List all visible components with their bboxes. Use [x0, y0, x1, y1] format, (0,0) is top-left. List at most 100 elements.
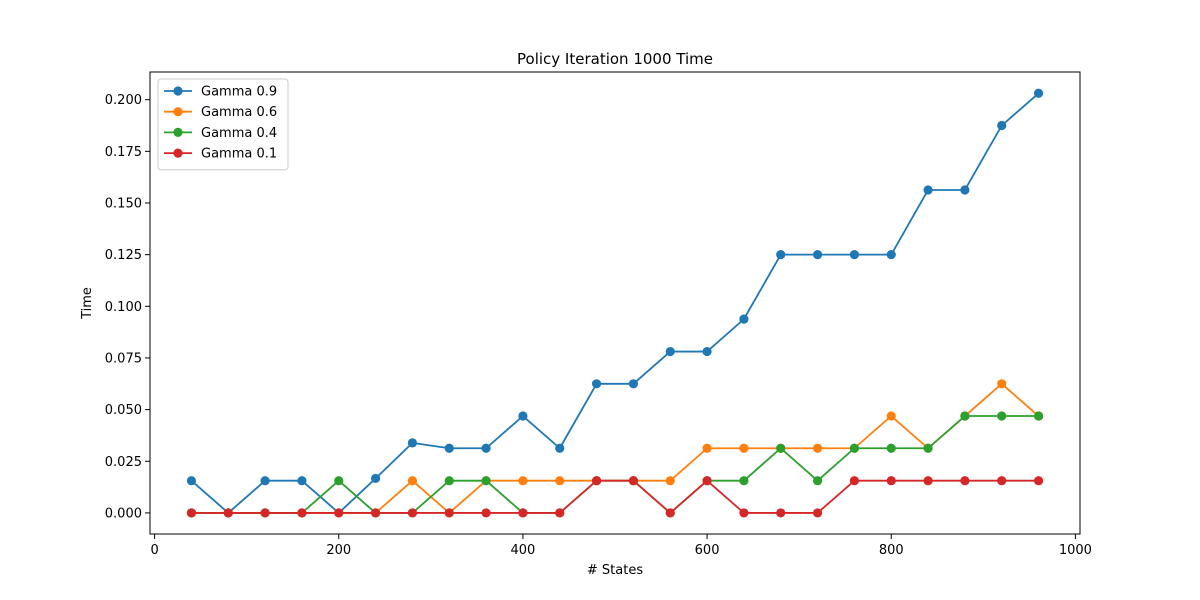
data-point — [849, 250, 860, 260]
data-point — [1033, 411, 1044, 421]
data-point — [849, 443, 860, 453]
data-point — [186, 508, 197, 518]
data-point — [591, 379, 602, 389]
data-point — [481, 443, 491, 453]
data-point — [886, 250, 896, 260]
data-point — [849, 476, 860, 486]
data-point — [776, 508, 786, 518]
data-point — [886, 411, 896, 421]
data-point — [334, 476, 344, 486]
data-point — [260, 508, 270, 518]
legend-item-gamma-0-4: Gamma 0.4 — [164, 126, 277, 141]
data-point — [665, 508, 675, 518]
data-point — [886, 476, 896, 486]
data-point — [518, 411, 528, 421]
series-line-gamma-0-4 — [191, 415, 1039, 514]
y-tick-label: 0.000 — [105, 506, 142, 521]
data-point — [481, 508, 491, 518]
data-point — [444, 443, 454, 453]
series-line-gamma-0-1 — [191, 479, 1039, 514]
data-point — [886, 443, 896, 453]
data-point — [739, 314, 749, 324]
series-gamma-0-4 — [186, 411, 1044, 518]
data-point — [812, 508, 823, 518]
legend: Gamma 0.9 Gamma 0.6 Gamma 0.4 Gamma 0.1 — [157, 78, 289, 171]
data-point — [518, 508, 528, 518]
y-axis-title: Time — [80, 287, 95, 320]
data-point — [997, 379, 1007, 389]
data-point — [297, 476, 307, 486]
data-point — [555, 508, 565, 518]
data-point — [628, 476, 639, 486]
data-point — [702, 443, 712, 453]
legend-label: Gamma 0.1 — [201, 147, 277, 162]
data-point — [923, 443, 933, 453]
data-point — [812, 443, 823, 453]
series-line-gamma-0-9 — [190, 92, 1040, 514]
y-tick-label: 0.050 — [105, 403, 142, 418]
data-point — [960, 411, 970, 421]
plot-frame — [149, 71, 1081, 535]
x-tick-label: 1000 — [1059, 543, 1092, 558]
data-point — [407, 508, 418, 518]
legend-label: Gamma 0.6 — [201, 105, 277, 120]
series-gamma-0-9 — [186, 88, 1044, 518]
data-point — [370, 473, 381, 484]
legend-swatch-marker — [173, 148, 183, 158]
x-tick-label: 600 — [695, 543, 720, 558]
data-point — [334, 508, 344, 518]
legend-label: Gamma 0.4 — [201, 126, 277, 141]
x-tick-label: 400 — [511, 543, 536, 558]
data-point — [960, 185, 970, 195]
data-point — [481, 476, 491, 486]
x-axis: 0 200 400 600 800 1000 — [150, 534, 1092, 558]
data-point — [370, 508, 381, 518]
data-point — [591, 476, 602, 486]
y-tick-label: 0.100 — [105, 300, 142, 315]
data-point — [555, 476, 565, 486]
chart-title: Policy Iteration 1000 Time — [517, 50, 713, 68]
data-point — [186, 476, 197, 486]
data-point — [960, 476, 970, 486]
data-point — [812, 476, 823, 486]
data-point — [702, 476, 712, 486]
legend-swatch-marker — [173, 127, 183, 137]
legend-item-gamma-0-9: Gamma 0.9 — [164, 85, 277, 100]
data-point — [702, 346, 712, 357]
plot-area — [186, 88, 1044, 518]
x-tick-label: 200 — [326, 543, 351, 558]
data-point — [297, 508, 307, 518]
y-tick-label: 0.125 — [105, 248, 142, 263]
data-point — [665, 476, 675, 486]
data-point — [407, 476, 418, 486]
data-point — [1033, 88, 1044, 98]
x-tick-label: 800 — [879, 543, 904, 558]
data-point — [1033, 476, 1044, 486]
y-tick-label: 0.025 — [105, 455, 142, 470]
data-point — [665, 346, 675, 357]
data-point — [997, 476, 1007, 486]
legend-swatch-marker — [173, 107, 183, 117]
data-point — [923, 185, 933, 195]
data-point — [776, 443, 786, 453]
legend-item-gamma-0-1: Gamma 0.1 — [164, 147, 277, 162]
data-point — [812, 250, 823, 260]
data-point — [739, 443, 749, 453]
data-point — [260, 476, 270, 486]
data-point — [739, 508, 749, 518]
x-axis-title: # States — [587, 563, 643, 578]
legend-label: Gamma 0.9 — [201, 85, 277, 100]
data-point — [223, 508, 233, 518]
y-axis: 0.000 0.025 0.050 0.075 0.100 0.125 0.150 0.175… — [105, 93, 150, 521]
legend-box — [157, 78, 289, 171]
data-point — [739, 476, 749, 486]
legend-item-gamma-0-6: Gamma 0.6 — [164, 105, 277, 120]
legend-swatch-marker — [173, 86, 183, 96]
data-point — [776, 250, 786, 260]
data-point — [407, 438, 418, 448]
x-tick-label: 0 — [150, 543, 158, 558]
data-point — [628, 379, 639, 389]
data-point — [997, 120, 1007, 131]
data-point — [444, 508, 454, 518]
